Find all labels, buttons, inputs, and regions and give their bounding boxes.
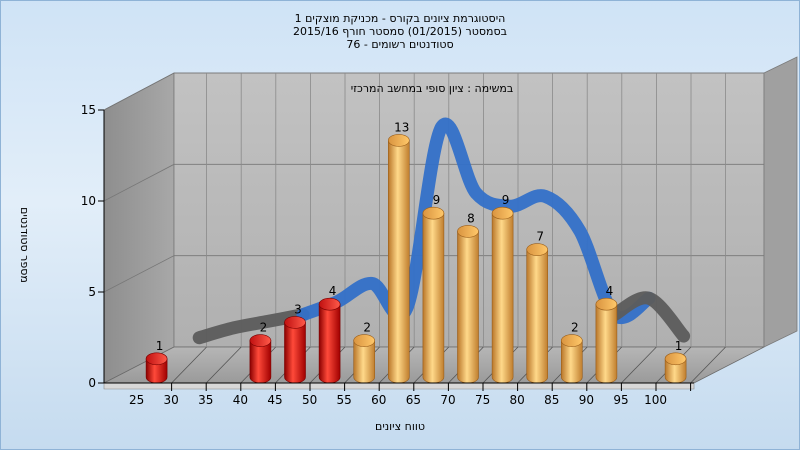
histogram-bar [387,134,410,384]
chart-subtitle-semester: בסמסטר (01/2015) סמסטר חורף 2015/16 [293,25,507,38]
y-tick-label: 15 [81,103,96,117]
x-tick-label: 30 [164,393,179,407]
bar-value-label: 2 [363,321,371,335]
bar-value-label: 1 [675,339,683,353]
y-tick-label: 5 [88,285,96,299]
x-tick-label: 25 [129,393,144,407]
x-tick-label: 95 [613,393,628,407]
x-tick-label: 80 [510,393,525,407]
x-tick-label: 90 [579,393,594,407]
smoothed-distribution-ribbon [192,117,691,345]
histogram-bar [560,334,583,384]
x-tick-label: 50 [302,393,317,407]
bar-value-label: 4 [606,284,614,298]
bar-value-label: 13 [394,120,409,134]
x-tick-label: 55 [337,393,352,407]
y-tick-label: 0 [88,376,96,390]
floor-gridline [171,346,207,384]
histogram-bar [526,243,549,384]
histogram-bar [249,334,272,384]
chart-title: היסטוגרמת ציונים בקורס - מכניקת מוצקים 1 [294,12,506,25]
x-tick-label: 100 [644,393,667,407]
bar-value-label: 2 [571,321,579,335]
x-tick-label: 70 [440,393,455,407]
x-axis-label: טווח ציונים [375,420,425,433]
bar-value-label: 2 [260,321,268,335]
ribbon-segment-main [296,117,656,324]
histogram-bar [145,352,168,384]
histogram-bar [318,297,341,384]
ribbon-segment-tail [607,291,691,343]
x-tick-label: 65 [406,393,421,407]
y-axis-label: מספר סטודנטים [18,207,31,283]
ribbon-segment-low [192,308,310,345]
floor-gridline [621,346,657,384]
histogram-bar [595,297,618,384]
histogram-bar [422,206,445,384]
histogram-bar [664,352,687,384]
histogram-bars [145,134,687,384]
y-gridline [103,72,764,111]
bar-value-label: 1 [156,339,164,353]
y-gridline [103,163,764,202]
chart-subtitle-registered: סטודנטים רשומים - 76 [346,38,454,51]
x-tick-label: 45 [267,393,282,407]
histogram-bar [353,334,376,384]
bar-value-label: 3 [294,302,302,316]
y-tick-label: 10 [81,194,96,208]
y-gridline [103,255,764,293]
histogram-bar [457,225,479,384]
bar-value-labels: 1 2 3 4 2 13 9 8 9 7 2 4 1 [156,120,683,352]
chart-front-edge [103,382,695,390]
x-tick-label: 40 [233,393,248,407]
bar-value-label: 8 [467,211,475,225]
x-tick-label: 60 [371,393,386,407]
bar-value-label: 9 [433,193,441,207]
chart-right-wall [763,56,798,348]
x-tick-label: 85 [544,393,559,407]
chart-annotation: במשימה : ציון סופי במחשב המרכזי [351,82,514,95]
floor-gridline [690,346,726,384]
histogram-bar [284,316,306,384]
x-tick-label: 35 [198,393,213,407]
chart-left-wall [103,72,175,384]
axes: 0 5 10 15 25 30 35 40 45 50 55 60 65 70 75 80 85 90 95 100 [81,103,694,407]
floor-gridline [205,346,242,384]
bar-value-label: 7 [536,230,544,244]
chart-title-block: היסטוגרמת ציונים בקורס - מכניקת מוצקים 1… [0,12,800,51]
histogram-bar [491,206,514,384]
x-tick-label: 75 [475,393,490,407]
bar-value-label: 4 [329,284,337,298]
bar-value-label: 9 [502,193,510,207]
